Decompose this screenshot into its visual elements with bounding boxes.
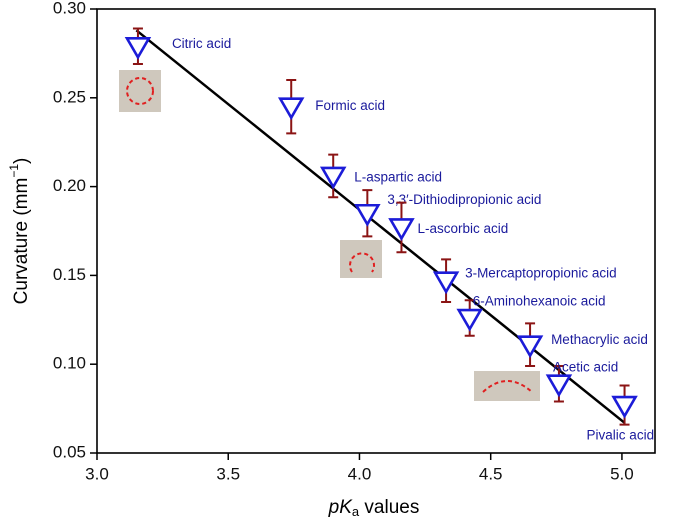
point-label: 6-Aminohexanoic acid xyxy=(473,294,606,309)
point-label: Acetic acid xyxy=(553,359,618,374)
marker xyxy=(432,271,460,295)
y-tick-label: 0.25 xyxy=(53,87,86,106)
point-label: L-aspartic acid xyxy=(354,170,442,185)
y-tick-label: 0.10 xyxy=(53,354,86,373)
marker xyxy=(388,218,415,242)
inset-image xyxy=(119,70,540,401)
x-tick-label: 4.0 xyxy=(348,464,372,483)
y-tick-label: 0.15 xyxy=(53,265,86,284)
y-axis-label: Curvature (mm−1) xyxy=(7,158,32,305)
plot-frame xyxy=(96,8,656,454)
point-label: Citric acid xyxy=(172,36,231,51)
point-label: L-ascorbic acid xyxy=(417,221,508,236)
x-tick-label: 3.0 xyxy=(85,464,109,483)
fit-line xyxy=(135,29,626,424)
y-tick-label: 0.30 xyxy=(53,0,86,17)
marker xyxy=(319,166,347,190)
point-label: Pivalic acid xyxy=(587,428,655,443)
x-tick-label: 3.5 xyxy=(216,464,240,483)
marker xyxy=(456,308,483,332)
marker xyxy=(124,36,152,60)
x-axis-label: pKa values xyxy=(328,497,420,519)
marker xyxy=(611,395,638,419)
point-label: Methacrylic acid xyxy=(551,332,648,347)
point-label: 3,3′-Dithiodipropionic acid xyxy=(387,192,541,207)
y-tick-label: 0.20 xyxy=(53,176,86,195)
y-tick-label: 0.05 xyxy=(53,442,86,461)
marker xyxy=(277,97,305,121)
x-tick-label: 4.5 xyxy=(479,464,503,483)
x-tick-label: 5.0 xyxy=(610,464,634,483)
point-label: Formic acid xyxy=(315,98,385,113)
point-label: 3-Mercaptopropionic acid xyxy=(465,265,617,280)
marker xyxy=(516,335,544,359)
marker xyxy=(545,374,573,398)
marker xyxy=(354,203,381,227)
